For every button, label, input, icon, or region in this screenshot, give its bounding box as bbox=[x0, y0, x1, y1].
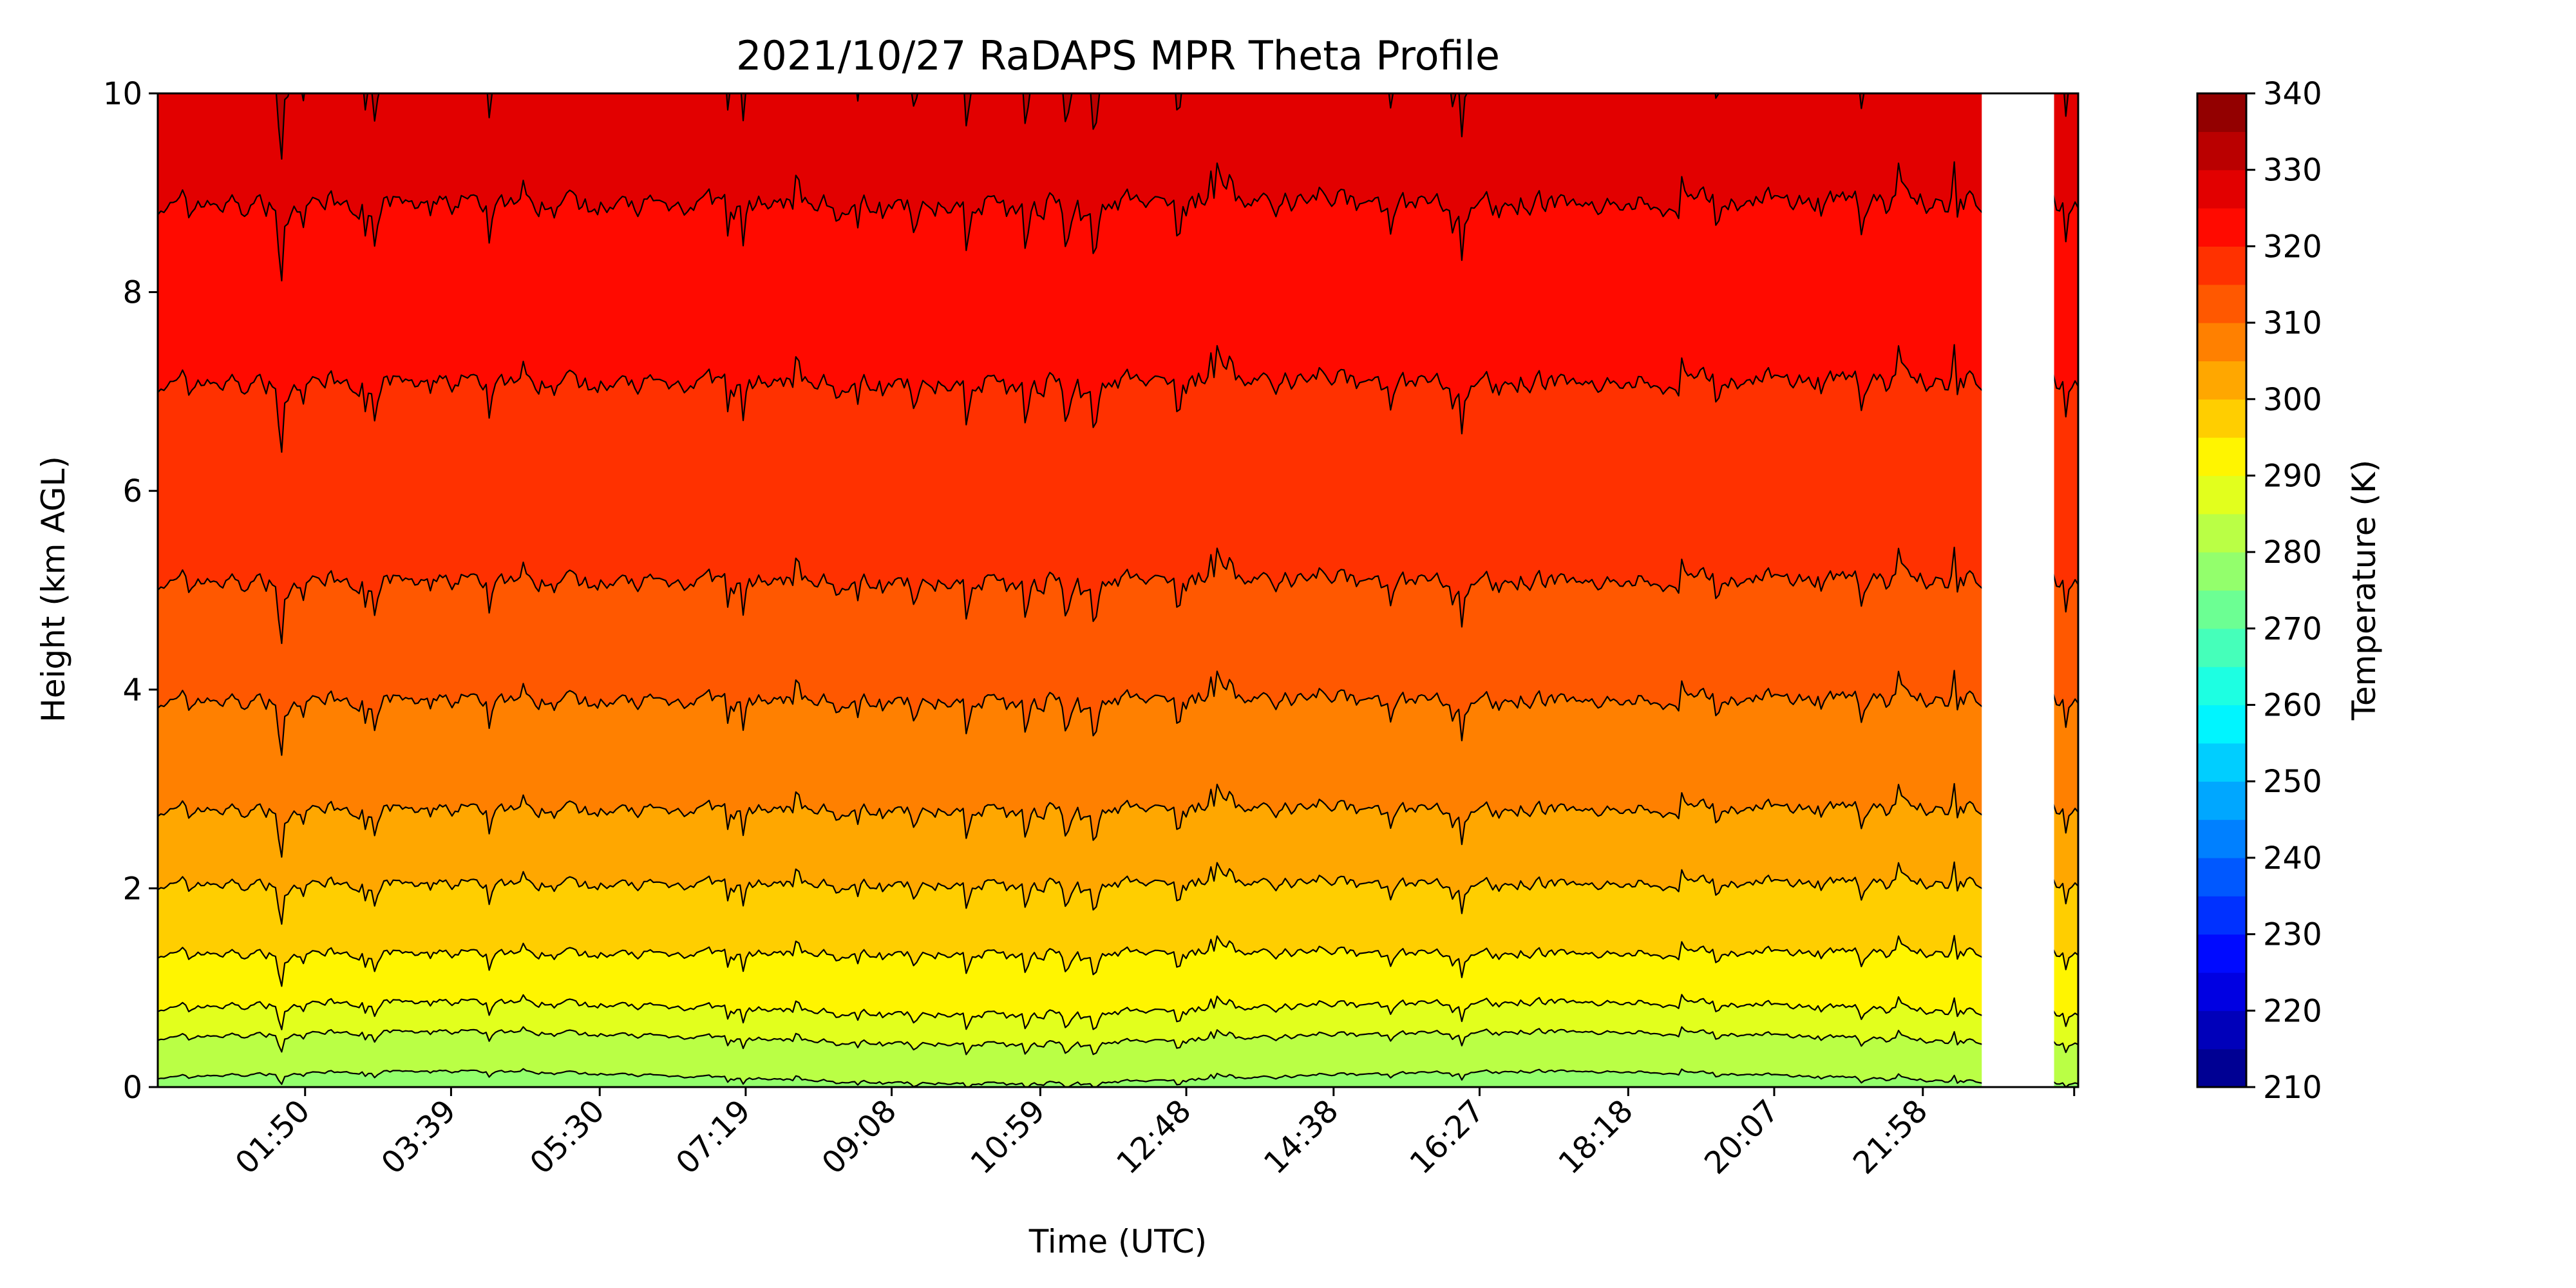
y-tick-label: 4 bbox=[122, 672, 142, 708]
x-tick-label: 09:08 bbox=[815, 1093, 904, 1181]
colorbar-band bbox=[2197, 934, 2246, 973]
colorbar-ticks: 210 220 230 240 250 260 270 280 290 300 310 320 330 3… bbox=[2246, 76, 2322, 1106]
colorbar-band bbox=[2197, 590, 2246, 629]
colorbar-band bbox=[2197, 93, 2246, 132]
contour-band bbox=[158, 93, 2078, 281]
colorbar-band bbox=[2197, 246, 2246, 285]
contour-fills bbox=[158, 93, 2078, 1087]
y-tick-label: 2 bbox=[122, 871, 142, 907]
x-tick-label: 07:19 bbox=[669, 1093, 757, 1181]
colorbar-band bbox=[2197, 361, 2246, 400]
colorbar-band bbox=[2197, 475, 2246, 515]
plot-frame bbox=[156, 92, 2079, 1088]
contour-line bbox=[158, 861, 2078, 925]
colorbar-tick-label: 310 bbox=[2263, 305, 2322, 341]
y-tick-label: 0 bbox=[122, 1070, 142, 1106]
contour-line bbox=[158, 161, 2078, 281]
colorbar-band bbox=[2197, 399, 2246, 438]
contour-band bbox=[158, 547, 2078, 755]
colorbar-band bbox=[2197, 1048, 2246, 1088]
colorbar-band bbox=[2197, 628, 2246, 667]
colorbar-band bbox=[2197, 743, 2246, 782]
colorbar-frame bbox=[2196, 92, 2248, 1088]
contour-line bbox=[158, 1026, 2078, 1056]
missing-data-region bbox=[1982, 93, 2054, 1087]
contour-line bbox=[158, 670, 2078, 756]
colorbar-band bbox=[2197, 896, 2246, 935]
colorbar-band bbox=[2197, 323, 2246, 362]
colorbar-tick-label: 260 bbox=[2263, 688, 2322, 724]
x-tick-label: 18:18 bbox=[1551, 1093, 1640, 1181]
contour-line bbox=[158, 782, 2078, 858]
contour-line bbox=[158, 546, 2078, 645]
y-axis-label: Height (km AGL) bbox=[35, 456, 72, 723]
colorbar-band bbox=[2197, 1010, 2246, 1050]
colorbar-tick-label: 230 bbox=[2263, 917, 2322, 953]
colorbar-band bbox=[2197, 552, 2246, 591]
colorbar-label: Temperature (K) bbox=[2345, 460, 2383, 721]
contour-band bbox=[158, 162, 2078, 452]
contour-band bbox=[158, 862, 2078, 987]
colorbar-band bbox=[2197, 781, 2246, 820]
colorbar-band bbox=[2197, 513, 2246, 553]
contour-line bbox=[158, 994, 2078, 1030]
contour-band bbox=[158, 1027, 2078, 1087]
x-tick-label: 05:30 bbox=[523, 1093, 611, 1181]
colorbar-band bbox=[2197, 972, 2246, 1011]
x-tick-label: 14:38 bbox=[1257, 1093, 1345, 1181]
colorbar-bands bbox=[2197, 93, 2246, 1088]
x-tick-label: 21:58 bbox=[1846, 1093, 1935, 1181]
x-axis: 01:50 03:39 05:30 07:19 09:08 10:59 12:48 14:38… bbox=[229, 1087, 2076, 1181]
contour-lines bbox=[158, 93, 2078, 1087]
missing-data-gaps bbox=[1982, 93, 2054, 1087]
colorbar-band bbox=[2197, 819, 2246, 858]
y-tick-label: 10 bbox=[103, 76, 142, 112]
colorbar-tick-label: 280 bbox=[2263, 535, 2322, 571]
contour-band bbox=[158, 345, 2078, 643]
y-tick-label: 8 bbox=[122, 275, 142, 311]
colorbar-tick-label: 240 bbox=[2263, 840, 2322, 876]
colorbar-band bbox=[2197, 667, 2246, 706]
chart-title: 2021/10/27 RaDAPS MPR Theta Profile bbox=[736, 32, 1500, 79]
colorbar-tick-label: 290 bbox=[2263, 458, 2322, 494]
contour-line bbox=[158, 344, 2078, 453]
colorbar-tick-label: 300 bbox=[2263, 382, 2322, 418]
colorbar: 210 220 230 240 250 260 270 280 290 300 310 320 330 3… bbox=[2196, 76, 2383, 1106]
colorbar-band bbox=[2197, 208, 2246, 247]
colorbar-tick-label: 250 bbox=[2263, 764, 2322, 800]
colorbar-band bbox=[2197, 705, 2246, 744]
contour-band bbox=[158, 670, 2078, 857]
contour-line bbox=[158, 1068, 2078, 1087]
y-axis: 0 2 4 6 8 10 bbox=[103, 76, 158, 1106]
colorbar-tick-label: 330 bbox=[2263, 153, 2322, 189]
colorbar-band bbox=[2197, 437, 2246, 477]
colorbar-band bbox=[2197, 284, 2246, 323]
contour-line bbox=[158, 934, 2078, 987]
colorbar-band bbox=[2197, 857, 2246, 896]
colorbar-band bbox=[2197, 169, 2246, 209]
x-tick-label: 12:48 bbox=[1110, 1093, 1198, 1181]
x-tick-label: 03:39 bbox=[374, 1093, 462, 1181]
plot-area bbox=[156, 92, 2079, 1088]
colorbar-tick-label: 340 bbox=[2263, 76, 2322, 112]
x-tick-label: 16:27 bbox=[1403, 1093, 1492, 1181]
x-axis-label: Time (UTC) bbox=[1028, 1223, 1207, 1260]
y-tick-label: 6 bbox=[122, 473, 142, 509]
colorbar-tick-label: 270 bbox=[2263, 611, 2322, 647]
x-tick-label: 20:07 bbox=[1698, 1093, 1786, 1181]
x-tick-label: 01:50 bbox=[229, 1093, 317, 1181]
colorbar-tick-label: 220 bbox=[2263, 993, 2322, 1029]
colorbar-band bbox=[2197, 131, 2246, 171]
colorbar-tick-label: 210 bbox=[2263, 1070, 2322, 1106]
x-tick-label: 10:59 bbox=[963, 1093, 1052, 1181]
colorbar-tick-label: 320 bbox=[2263, 229, 2322, 265]
